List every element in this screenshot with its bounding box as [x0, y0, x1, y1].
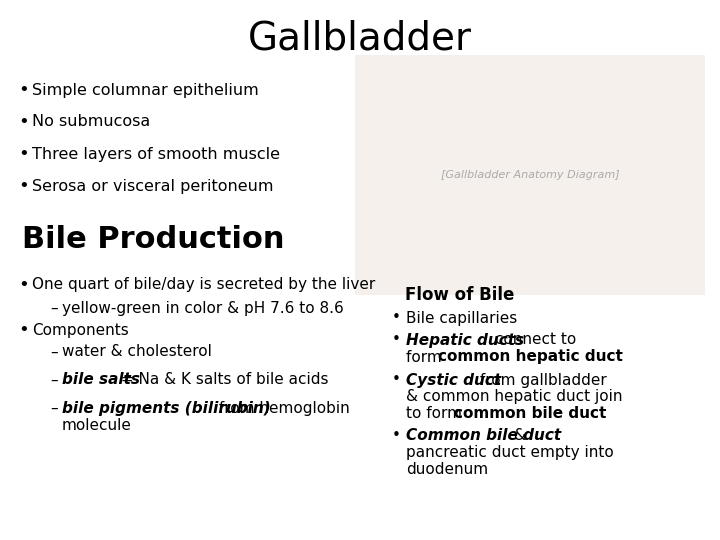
Text: •: • [18, 177, 29, 195]
Text: common bile duct: common bile duct [454, 407, 606, 422]
Text: yellow-green in color & pH 7.6 to 8.6: yellow-green in color & pH 7.6 to 8.6 [62, 300, 343, 315]
Text: •: • [392, 333, 401, 348]
Text: connect to: connect to [490, 333, 576, 348]
Text: Three layers of smooth muscle: Three layers of smooth muscle [32, 146, 280, 161]
Text: One quart of bile/day is secreted by the liver: One quart of bile/day is secreted by the… [32, 278, 375, 293]
Text: & common hepatic duct join: & common hepatic duct join [406, 389, 623, 404]
Text: to form: to form [406, 407, 467, 422]
Text: Common bile duct: Common bile duct [406, 429, 561, 443]
Text: Components: Components [32, 322, 129, 338]
Text: –: – [50, 300, 58, 315]
Text: Bile capillaries: Bile capillaries [406, 310, 517, 326]
Text: [Gallbladder Anatomy Diagram]: [Gallbladder Anatomy Diagram] [441, 170, 619, 180]
Text: bile salts: bile salts [62, 373, 140, 388]
Text: No submucosa: No submucosa [32, 114, 150, 130]
Text: •: • [392, 429, 401, 443]
Text: •: • [18, 321, 29, 339]
Text: pancreatic duct empty into: pancreatic duct empty into [406, 446, 613, 461]
Text: duodenum: duodenum [406, 462, 488, 477]
Bar [355, 55, 705, 295]
Text: •: • [392, 373, 401, 388]
Text: •: • [18, 81, 29, 99]
Text: –: – [50, 401, 58, 415]
Text: &: & [509, 429, 526, 443]
Text: = Na & K salts of bile acids: = Na & K salts of bile acids [116, 373, 328, 388]
Text: form: form [406, 349, 446, 364]
Text: Bile Production: Bile Production [22, 226, 284, 254]
Text: Simple columnar epithelium: Simple columnar epithelium [32, 83, 258, 98]
Text: water & cholesterol: water & cholesterol [62, 345, 212, 360]
Text: Hepatic ducts: Hepatic ducts [406, 333, 524, 348]
Text: •: • [18, 113, 29, 131]
Text: •: • [392, 310, 401, 326]
Text: –: – [50, 373, 58, 388]
Text: bile pigments (bilirubin): bile pigments (bilirubin) [62, 401, 271, 415]
Text: molecule: molecule [62, 418, 132, 434]
Text: –: – [50, 345, 58, 360]
Text: from gallbladder: from gallbladder [475, 373, 607, 388]
Text: Gallbladder: Gallbladder [248, 19, 472, 57]
Text: Flow of Bile: Flow of Bile [405, 286, 514, 304]
Text: common hepatic duct: common hepatic duct [438, 349, 623, 364]
Text: •: • [18, 145, 29, 163]
Text: •: • [18, 276, 29, 294]
Text: from hemoglobin: from hemoglobin [214, 401, 350, 415]
Text: Serosa or visceral peritoneum: Serosa or visceral peritoneum [32, 179, 274, 193]
Text: Cystic duct: Cystic duct [406, 373, 501, 388]
